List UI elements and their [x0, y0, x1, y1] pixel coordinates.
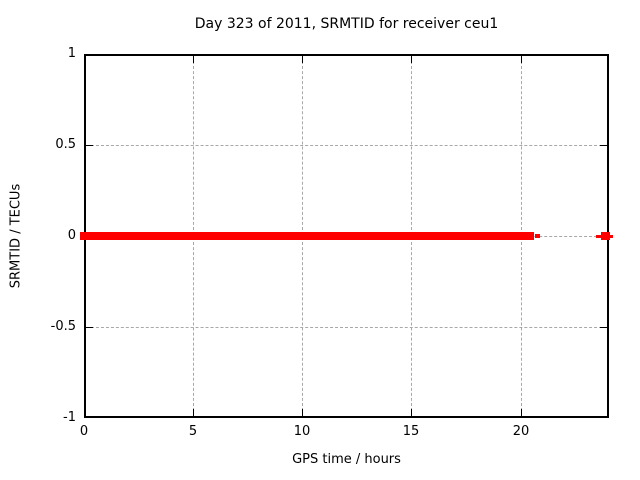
series-point-isolated	[601, 232, 610, 240]
x-tick-mark	[193, 56, 194, 63]
x-tick-mark	[411, 56, 412, 63]
xtick-label-10: 10	[293, 424, 311, 439]
ytick-label-0.5: 0.5	[55, 137, 76, 152]
ytick-label--0.5: -0.5	[50, 319, 76, 334]
gridline-y-0.5	[86, 145, 607, 146]
xtick-label-15: 15	[402, 424, 420, 439]
gridline-y--0.5	[86, 327, 607, 328]
x-tick-mark	[521, 56, 522, 63]
ytick-label-1: 1	[67, 46, 76, 61]
x-tick-mark	[302, 409, 303, 416]
y-tick-mark	[86, 327, 93, 328]
chart-title: Day 323 of 2011, SRMTID for receiver ceu…	[194, 16, 499, 32]
x-tick-mark	[193, 409, 194, 416]
x-tick-mark	[521, 409, 522, 416]
series-segment-main	[80, 232, 534, 240]
y-axis-label: SRMTID / TECUs	[8, 183, 24, 289]
x-tick-mark	[302, 56, 303, 63]
ytick-label-0: 0	[67, 228, 76, 243]
xtick-label-20: 20	[512, 424, 530, 439]
y-tick-mark	[86, 145, 93, 146]
y-tick-mark	[600, 327, 607, 328]
series-segment-trailing-dash	[535, 234, 540, 238]
xtick-label-0: 0	[79, 424, 89, 439]
y-tick-mark	[600, 145, 607, 146]
x-axis-label: GPS time / hours	[292, 452, 401, 467]
xtick-label-5: 5	[188, 424, 198, 439]
ytick-label--1: -1	[63, 410, 76, 425]
x-tick-mark	[411, 409, 412, 416]
